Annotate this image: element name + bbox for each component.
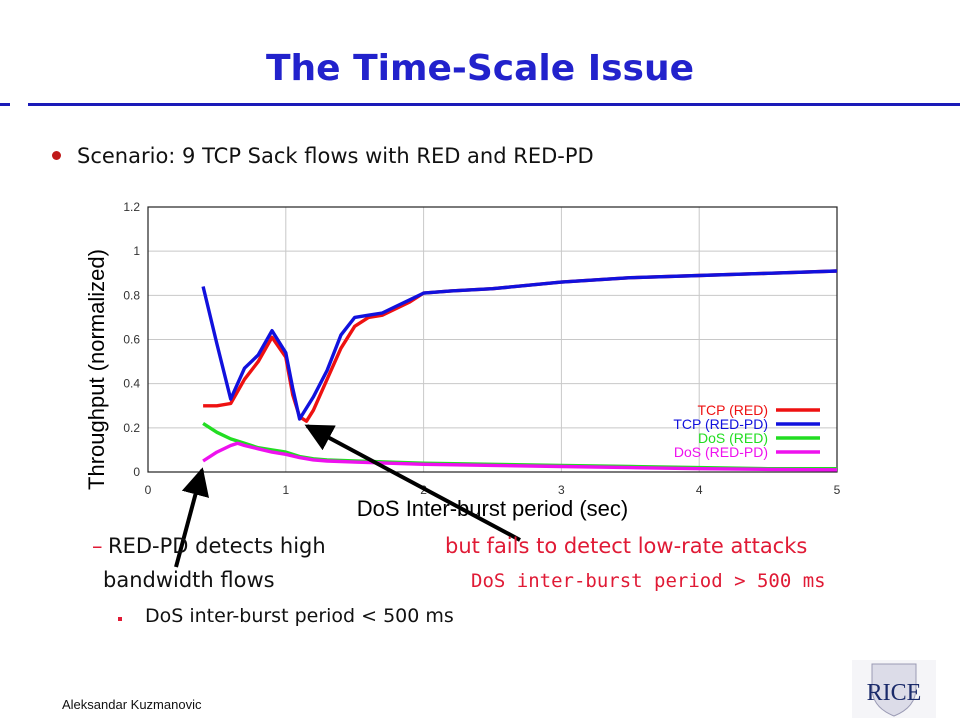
scenario-text: Scenario: 9 TCP Sack flows with RED and … [77, 144, 594, 168]
series-line-tcp-red [203, 269, 838, 423]
right-point: but fails to detect low-rate attacks [445, 534, 808, 558]
x-tick-label: 4 [696, 483, 703, 497]
slide-title: The Time-Scale Issue [265, 48, 695, 89]
x-tick-label: 5 [834, 483, 841, 497]
sub-bullet-dash: – [92, 534, 103, 558]
x-tick-label: 1 [282, 483, 289, 497]
left-subpoint: DoS inter-burst period < 500 ms [145, 605, 454, 627]
rice-logo-text: RICE [867, 680, 922, 706]
right-callout-arrow [304, 424, 521, 542]
chart-plot-frame [147, 206, 838, 473]
chart-legend: TCP (RED)TCP (RED-PD)DoS (RED)DoS (RED-P… [673, 402, 820, 460]
series-line-tcp-red-pd [201, 269, 838, 421]
legend-label: TCP (RED-PD) [673, 416, 768, 432]
y-tick-label: 1.2 [123, 200, 140, 214]
y-tick-label: 0.6 [123, 333, 140, 347]
chart-ticks: 01234500.20.40.60.811.2 [123, 200, 840, 497]
series-line-dos-red-pd [202, 441, 838, 472]
y-tick-label: 0.4 [123, 377, 140, 391]
left-callout-arrow [174, 467, 209, 568]
legend-label: DoS (RED) [698, 430, 768, 446]
x-tick-label: 3 [558, 483, 565, 497]
scenario-bullet: Scenario: 9 TCP Sack flows with RED and … [52, 144, 594, 168]
bullet-dot-icon [52, 150, 61, 160]
legend-label: DoS (RED-PD) [674, 444, 768, 460]
y-tick-label: 0 [133, 465, 140, 479]
title-divider [0, 98, 960, 110]
chart-series [201, 269, 838, 472]
footer-author: Aleksandar Kuzmanovic [62, 697, 202, 712]
y-tick-label: 0.8 [123, 288, 140, 302]
x-axis-label: DoS Inter-burst period (sec) [357, 496, 628, 521]
left-point-line2: bandwidth flows [103, 568, 275, 592]
sub-sub-bullet-marker [118, 617, 122, 621]
y-tick-label: 1 [133, 244, 140, 258]
right-subpoint: DoS inter-burst period > 500 ms [471, 570, 826, 592]
y-axis-label: Throughput (normalized) [84, 249, 109, 490]
legend-label: TCP (RED) [697, 402, 768, 418]
y-tick-label: 0.2 [123, 421, 140, 435]
left-point-line1: RED-PD detects high [108, 534, 326, 558]
rice-logo: RICE [852, 660, 936, 718]
x-tick-label: 0 [145, 483, 152, 497]
